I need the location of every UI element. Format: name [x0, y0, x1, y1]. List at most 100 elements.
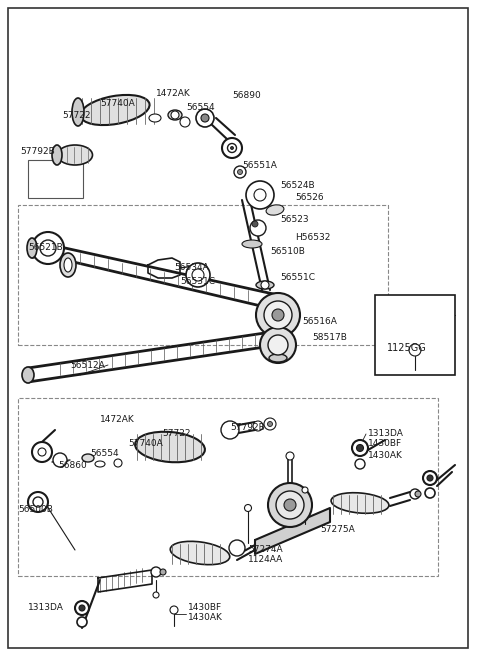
Bar — [18, 205, 388, 345]
Circle shape — [352, 440, 368, 456]
Text: 57275A: 57275A — [320, 525, 355, 535]
Circle shape — [409, 344, 421, 356]
Text: 57740A: 57740A — [100, 98, 135, 108]
Circle shape — [253, 421, 263, 431]
Circle shape — [221, 421, 239, 439]
Circle shape — [272, 309, 284, 321]
Circle shape — [32, 232, 64, 264]
Circle shape — [250, 220, 266, 236]
Text: 58517B: 58517B — [312, 333, 347, 342]
Circle shape — [170, 606, 178, 614]
Circle shape — [264, 418, 276, 430]
Ellipse shape — [135, 432, 205, 462]
Text: 57792B: 57792B — [230, 424, 265, 432]
Circle shape — [254, 189, 266, 201]
Circle shape — [151, 567, 161, 577]
Text: 56554: 56554 — [186, 104, 215, 112]
Circle shape — [53, 453, 67, 467]
Text: 56512A: 56512A — [70, 361, 105, 369]
Circle shape — [357, 445, 363, 451]
Circle shape — [268, 483, 312, 527]
Circle shape — [355, 459, 365, 469]
Circle shape — [40, 240, 56, 256]
Circle shape — [238, 169, 242, 174]
Circle shape — [423, 471, 437, 485]
Text: 56551C: 56551C — [280, 272, 315, 281]
Text: 56534A: 56534A — [174, 264, 209, 272]
Circle shape — [425, 488, 435, 498]
Ellipse shape — [95, 461, 105, 467]
Circle shape — [284, 499, 296, 511]
Circle shape — [38, 448, 46, 456]
Circle shape — [32, 442, 52, 462]
Text: 1313DA: 1313DA — [368, 428, 404, 438]
Text: 57722: 57722 — [162, 428, 191, 438]
Circle shape — [244, 504, 252, 512]
Ellipse shape — [58, 145, 93, 165]
Bar — [28, 160, 83, 198]
Circle shape — [427, 475, 433, 481]
Text: 1430AK: 1430AK — [368, 451, 403, 459]
Circle shape — [234, 166, 246, 178]
Ellipse shape — [242, 240, 262, 248]
Ellipse shape — [269, 354, 287, 362]
Text: 57792B: 57792B — [20, 148, 55, 157]
Text: 1472AK: 1472AK — [100, 415, 135, 424]
Text: 56890: 56890 — [232, 91, 261, 100]
Polygon shape — [255, 508, 330, 554]
Ellipse shape — [60, 253, 76, 277]
Text: 56524B: 56524B — [280, 182, 314, 190]
Ellipse shape — [81, 95, 150, 125]
Text: 56510B: 56510B — [270, 247, 305, 256]
Circle shape — [410, 489, 420, 499]
Ellipse shape — [168, 110, 182, 120]
Text: 56531C: 56531C — [180, 277, 215, 287]
Ellipse shape — [256, 281, 274, 289]
Text: H56532: H56532 — [295, 232, 330, 241]
Circle shape — [230, 146, 233, 150]
Circle shape — [229, 540, 245, 556]
Circle shape — [267, 422, 273, 426]
Circle shape — [201, 114, 209, 122]
Circle shape — [276, 491, 304, 519]
Ellipse shape — [72, 98, 84, 126]
Ellipse shape — [52, 145, 62, 165]
Ellipse shape — [149, 114, 161, 122]
Circle shape — [153, 592, 159, 598]
Circle shape — [186, 263, 210, 287]
Circle shape — [75, 601, 89, 615]
Text: 57740A: 57740A — [128, 440, 163, 449]
Ellipse shape — [331, 493, 389, 513]
Circle shape — [160, 569, 166, 575]
Circle shape — [33, 497, 43, 507]
Text: 1472AK: 1472AK — [156, 89, 191, 98]
Ellipse shape — [27, 238, 37, 258]
Text: 1430BF: 1430BF — [188, 602, 222, 611]
Ellipse shape — [266, 205, 284, 215]
Circle shape — [415, 491, 421, 497]
Circle shape — [268, 335, 288, 355]
Text: 56521B: 56521B — [28, 243, 63, 253]
Text: 1430BF: 1430BF — [368, 440, 402, 449]
Text: 56500B: 56500B — [18, 506, 53, 514]
Circle shape — [79, 605, 85, 611]
Text: 56523: 56523 — [280, 216, 309, 224]
Circle shape — [222, 138, 242, 158]
Circle shape — [114, 459, 122, 467]
Text: 56526: 56526 — [295, 194, 324, 203]
Circle shape — [77, 617, 87, 627]
Text: 1430AK: 1430AK — [188, 613, 223, 623]
Text: 57722: 57722 — [62, 110, 91, 119]
Circle shape — [228, 144, 237, 152]
Text: 56516A: 56516A — [302, 318, 337, 327]
Ellipse shape — [170, 541, 230, 565]
Ellipse shape — [82, 454, 94, 462]
Circle shape — [256, 293, 300, 337]
Text: 1125GG: 1125GG — [387, 343, 427, 353]
Circle shape — [286, 452, 294, 460]
Circle shape — [196, 109, 214, 127]
Text: 56554: 56554 — [90, 449, 119, 457]
Text: 56551A: 56551A — [242, 161, 277, 171]
Ellipse shape — [22, 367, 34, 383]
Bar — [375, 295, 455, 375]
